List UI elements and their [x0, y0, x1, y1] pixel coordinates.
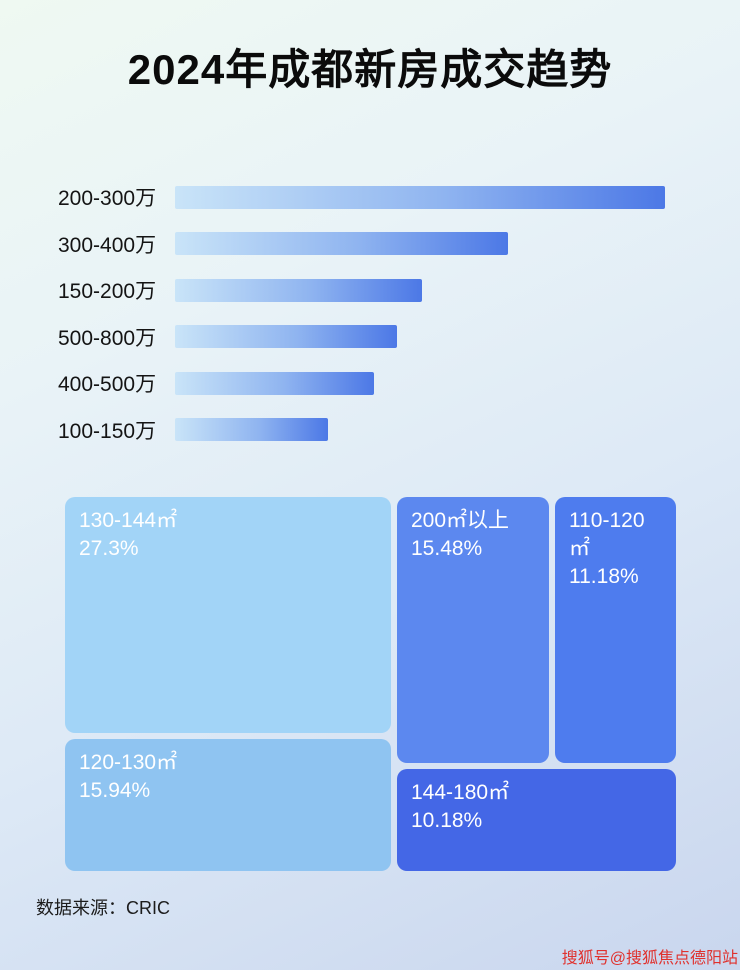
treemap-label: 144-180㎡	[411, 781, 510, 804]
treemap-block: 144-180㎡ 10.18%	[397, 769, 676, 871]
bar-category-label: 200-300万	[58, 187, 157, 211]
bar-track	[175, 232, 665, 256]
treemap: 130-144㎡ 27.3% 200㎡以上 15.48% 110-120㎡ 11…	[65, 497, 676, 871]
bar-category-label: 400-500万	[58, 373, 157, 397]
bar	[175, 325, 398, 349]
bar-track	[175, 185, 665, 209]
data-source-note: 数据来源：CRIC	[36, 898, 170, 918]
watermark: 搜狐号@搜狐焦点德阳站	[561, 950, 738, 967]
treemap-percent: 15.94%	[79, 779, 151, 802]
bar-track	[175, 278, 665, 302]
bar-row: 100-150万	[58, 407, 665, 454]
bar-track	[175, 325, 665, 349]
bar-row: 300-400万	[58, 221, 665, 268]
bar-category-label: 150-200万	[58, 280, 157, 304]
treemap-percent: 27.3%	[79, 537, 139, 560]
treemap-label: 110-120㎡	[569, 509, 645, 560]
treemap-block: 120-130㎡ 15.94%	[65, 739, 391, 871]
bar-row: 400-500万	[58, 360, 665, 407]
treemap-label: 130-144㎡	[79, 509, 178, 532]
treemap-label: 200㎡以上	[411, 509, 510, 532]
bar-category-label: 300-400万	[58, 233, 157, 257]
bar-category-label: 500-800万	[58, 326, 157, 350]
treemap-block: 200㎡以上 15.48%	[397, 497, 549, 763]
bar-category-label: 100-150万	[58, 419, 157, 443]
bar	[175, 278, 423, 302]
treemap-percent: 15.48%	[411, 537, 483, 560]
bar-row: 200-300万	[58, 174, 665, 221]
page-title: 2024年成都新房成交趋势	[127, 46, 613, 93]
bar-row: 500-800万	[58, 314, 665, 361]
treemap-label: 120-130㎡	[79, 751, 178, 774]
bar	[175, 418, 329, 442]
bar	[175, 232, 509, 256]
bar-chart: 200-300万 300-400万 150-200万 500-800万 400-…	[58, 174, 665, 453]
bar-track	[175, 418, 665, 442]
bar	[175, 371, 374, 395]
bar-track	[175, 371, 665, 395]
bar	[175, 185, 665, 209]
treemap-block: 130-144㎡ 27.3%	[65, 497, 391, 733]
bar-row: 150-200万	[58, 267, 665, 314]
treemap-percent: 10.18%	[411, 809, 483, 832]
treemap-percent: 11.18%	[569, 565, 639, 588]
treemap-block: 110-120㎡ 11.18%	[555, 497, 676, 763]
